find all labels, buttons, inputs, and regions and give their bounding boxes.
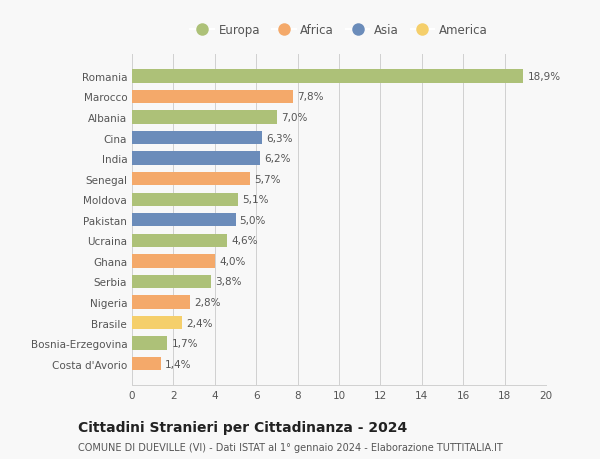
Text: 7,8%: 7,8% (298, 92, 324, 102)
Bar (132, 132, 262, 145)
Bar (132, 173, 250, 186)
Bar (132, 70, 523, 84)
Text: 4,6%: 4,6% (232, 236, 258, 246)
Bar (132, 337, 167, 350)
Text: 5,1%: 5,1% (242, 195, 268, 205)
Text: 6,3%: 6,3% (266, 133, 293, 143)
Text: Cittadini Stranieri per Cittadinanza - 2024: Cittadini Stranieri per Cittadinanza - 2… (78, 420, 407, 434)
Bar (132, 357, 161, 370)
Bar (132, 296, 190, 309)
Text: 1,4%: 1,4% (165, 359, 191, 369)
Text: 18,9%: 18,9% (527, 72, 560, 82)
Bar (132, 152, 260, 165)
Bar (132, 316, 182, 330)
Bar (132, 90, 293, 104)
Text: 5,7%: 5,7% (254, 174, 281, 185)
Legend: Europa, Africa, Asia, America: Europa, Africa, Asia, America (188, 21, 490, 39)
Text: 3,8%: 3,8% (215, 277, 241, 287)
Text: COMUNE DI DUEVILLE (VI) - Dati ISTAT al 1° gennaio 2024 - Elaborazione TUTTITALI: COMUNE DI DUEVILLE (VI) - Dati ISTAT al … (78, 442, 503, 452)
Bar (132, 193, 238, 207)
Bar (132, 234, 227, 247)
Text: 6,2%: 6,2% (265, 154, 291, 164)
Text: 7,0%: 7,0% (281, 113, 307, 123)
Bar (132, 255, 215, 268)
Bar (132, 111, 277, 124)
Bar (132, 275, 211, 289)
Text: 2,4%: 2,4% (186, 318, 212, 328)
Bar (132, 213, 235, 227)
Text: 2,8%: 2,8% (194, 297, 221, 308)
Text: 4,0%: 4,0% (219, 256, 245, 266)
Text: 1,7%: 1,7% (172, 338, 198, 348)
Text: 5,0%: 5,0% (239, 215, 266, 225)
